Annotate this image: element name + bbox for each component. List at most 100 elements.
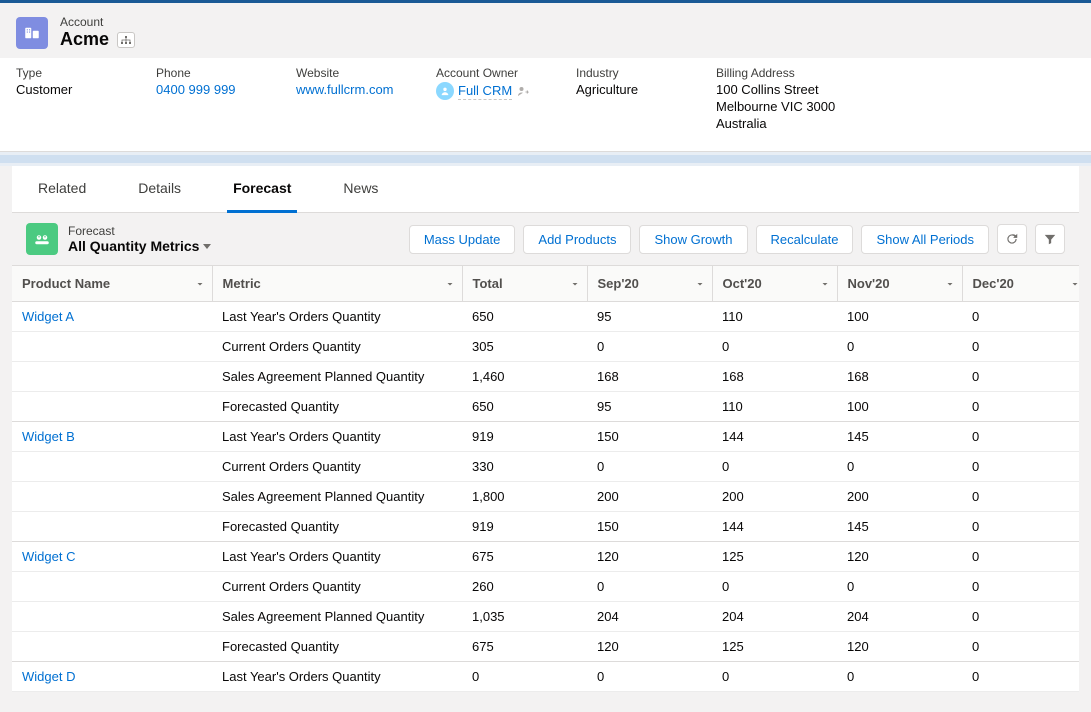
- cell-total[interactable]: 675: [462, 542, 587, 572]
- cell-m1[interactable]: 200: [587, 482, 712, 512]
- cell-m4[interactable]: 0: [962, 302, 1079, 332]
- cell-m2[interactable]: 0: [712, 662, 837, 692]
- cell-m2[interactable]: 110: [712, 302, 837, 332]
- cell-total[interactable]: 650: [462, 392, 587, 422]
- show-all-periods-button[interactable]: Show All Periods: [861, 225, 989, 254]
- cell-total[interactable]: 1,800: [462, 482, 587, 512]
- cell-m2[interactable]: 110: [712, 392, 837, 422]
- cell-m1[interactable]: 150: [587, 422, 712, 452]
- cell-total[interactable]: 919: [462, 512, 587, 542]
- phone-link[interactable]: 0400 999 999: [156, 82, 236, 97]
- cell-m2[interactable]: 125: [712, 542, 837, 572]
- cell-m1[interactable]: 204: [587, 602, 712, 632]
- mass-update-button[interactable]: Mass Update: [409, 225, 516, 254]
- tab-news[interactable]: News: [337, 166, 384, 213]
- show-growth-button[interactable]: Show Growth: [639, 225, 747, 254]
- cell-m4[interactable]: 0: [962, 482, 1079, 512]
- cell-m1[interactable]: 0: [587, 662, 712, 692]
- cell-m3[interactable]: 168: [837, 362, 962, 392]
- refresh-button[interactable]: [997, 224, 1027, 254]
- col-total[interactable]: Total: [462, 266, 587, 302]
- col-product[interactable]: Product Name: [12, 266, 212, 302]
- panel-title-dropdown[interactable]: All Quantity Metrics: [68, 238, 211, 254]
- cell-m1[interactable]: 95: [587, 302, 712, 332]
- col-m4[interactable]: Dec'20: [962, 266, 1079, 302]
- cell-total[interactable]: 260: [462, 572, 587, 602]
- cell-m3[interactable]: 145: [837, 512, 962, 542]
- chevron-down-icon: [1069, 278, 1079, 290]
- cell-m1[interactable]: 120: [587, 542, 712, 572]
- cell-m4[interactable]: 0: [962, 452, 1079, 482]
- cell-m3[interactable]: 0: [837, 332, 962, 362]
- cell-m4[interactable]: 0: [962, 542, 1079, 572]
- tab-details[interactable]: Details: [132, 166, 187, 213]
- hierarchy-icon[interactable]: [117, 32, 135, 48]
- cell-m3[interactable]: 0: [837, 572, 962, 602]
- cell-m2[interactable]: 0: [712, 332, 837, 362]
- cell-total[interactable]: 1,035: [462, 602, 587, 632]
- cell-m2[interactable]: 0: [712, 572, 837, 602]
- cell-m3[interactable]: 100: [837, 302, 962, 332]
- product-link[interactable]: Widget B: [22, 429, 75, 444]
- filter-button[interactable]: [1035, 224, 1065, 254]
- cell-total[interactable]: 305: [462, 332, 587, 362]
- cell-m3[interactable]: 100: [837, 392, 962, 422]
- cell-m2[interactable]: 204: [712, 602, 837, 632]
- cell-m3[interactable]: 204: [837, 602, 962, 632]
- cell-m3[interactable]: 0: [837, 662, 962, 692]
- cell-m4[interactable]: 0: [962, 632, 1079, 662]
- cell-m3[interactable]: 0: [837, 452, 962, 482]
- cell-m1[interactable]: 150: [587, 512, 712, 542]
- product-link[interactable]: Widget A: [22, 309, 74, 324]
- cell-m2[interactable]: 0: [712, 452, 837, 482]
- cell-m1[interactable]: 0: [587, 452, 712, 482]
- cell-total[interactable]: 919: [462, 422, 587, 452]
- cell-m4[interactable]: 0: [962, 332, 1079, 362]
- col-m1[interactable]: Sep'20: [587, 266, 712, 302]
- tab-bar: Related Details Forecast News: [12, 166, 1079, 213]
- tab-forecast[interactable]: Forecast: [227, 166, 297, 213]
- cell-m2[interactable]: 144: [712, 512, 837, 542]
- cell-total[interactable]: 650: [462, 302, 587, 332]
- cell-m3[interactable]: 200: [837, 482, 962, 512]
- tab-related[interactable]: Related: [32, 166, 92, 213]
- change-owner-icon[interactable]: [516, 84, 530, 98]
- cell-m1[interactable]: 0: [587, 572, 712, 602]
- recalculate-button[interactable]: Recalculate: [756, 225, 854, 254]
- cell-m2[interactable]: 200: [712, 482, 837, 512]
- cell-m4[interactable]: 0: [962, 512, 1079, 542]
- cell-metric: Last Year's Orders Quantity: [212, 662, 462, 692]
- cell-m3[interactable]: 145: [837, 422, 962, 452]
- product-link[interactable]: Widget D: [22, 669, 75, 684]
- cell-m2[interactable]: 144: [712, 422, 837, 452]
- col-total-label: Total: [473, 276, 503, 291]
- col-metric[interactable]: Metric: [212, 266, 462, 302]
- owner-link[interactable]: Full CRM: [458, 83, 512, 100]
- cell-m3[interactable]: 120: [837, 542, 962, 572]
- col-m3[interactable]: Nov'20: [837, 266, 962, 302]
- cell-m2[interactable]: 168: [712, 362, 837, 392]
- cell-m2[interactable]: 125: [712, 632, 837, 662]
- cell-m1[interactable]: 120: [587, 632, 712, 662]
- cell-m1[interactable]: 95: [587, 392, 712, 422]
- website-link[interactable]: www.fullcrm.com: [296, 82, 394, 97]
- cell-m3[interactable]: 120: [837, 632, 962, 662]
- cell-m4[interactable]: 0: [962, 422, 1079, 452]
- cell-total[interactable]: 0: [462, 662, 587, 692]
- col-m2[interactable]: Oct'20: [712, 266, 837, 302]
- cell-m4[interactable]: 0: [962, 392, 1079, 422]
- add-products-button[interactable]: Add Products: [523, 225, 631, 254]
- cell-m4[interactable]: 0: [962, 572, 1079, 602]
- cell-m4[interactable]: 0: [962, 662, 1079, 692]
- cell-total[interactable]: 675: [462, 632, 587, 662]
- cell-metric: Forecasted Quantity: [212, 392, 462, 422]
- cell-total[interactable]: 330: [462, 452, 587, 482]
- cell-m4[interactable]: 0: [962, 602, 1079, 632]
- cell-m4[interactable]: 0: [962, 362, 1079, 392]
- cell-product: [12, 572, 212, 602]
- cell-m1[interactable]: 0: [587, 332, 712, 362]
- cell-m1[interactable]: 168: [587, 362, 712, 392]
- product-link[interactable]: Widget C: [22, 549, 75, 564]
- refresh-icon: [1005, 232, 1019, 246]
- cell-total[interactable]: 1,460: [462, 362, 587, 392]
